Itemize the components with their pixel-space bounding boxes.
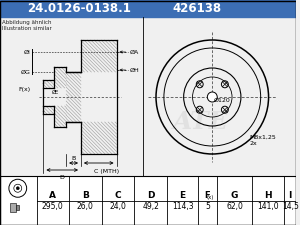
Text: D: D [60,175,64,180]
Text: C (MTH): C (MTH) [94,169,119,174]
Text: ØH: ØH [129,68,139,72]
Text: 5: 5 [206,202,210,211]
Text: 24,0: 24,0 [110,202,126,211]
Bar [0,17,296,176]
Text: I: I [289,191,292,200]
Text: A: A [49,191,56,200]
Text: H: H [264,191,272,200]
Text: C: C [115,191,121,200]
Text: ØE: ØE [52,90,59,95]
Text: ØG: ØG [21,70,31,74]
Text: G: G [231,191,238,200]
Text: 295,0: 295,0 [42,202,64,211]
Text: Abbildung ähnlich: Abbildung ähnlich [2,20,52,25]
Bar [10,202,16,211]
Text: M8x1,25
2x: M8x1,25 2x [250,135,277,146]
Text: ØA: ØA [129,50,139,54]
Text: (x): (x) [207,194,214,200]
Bar [16,205,19,209]
Text: ØI: ØI [24,50,31,54]
Text: F(x): F(x) [19,88,31,92]
Bar [0,0,296,17]
Bar [0,176,296,225]
Text: 49,2: 49,2 [142,202,159,211]
Text: F: F [204,191,210,200]
Circle shape [207,92,217,102]
Circle shape [16,187,19,190]
Text: 426138: 426138 [173,2,222,15]
Text: Illustration similar: Illustration similar [2,26,52,31]
Text: 26,0: 26,0 [77,202,94,211]
Text: B: B [82,191,89,200]
Text: 141,0: 141,0 [257,202,279,211]
Text: 14,5: 14,5 [282,202,299,211]
Text: B: B [71,156,76,161]
Text: E: E [180,191,186,200]
Text: 62,0: 62,0 [226,202,243,211]
Text: 24.0126-0138.1: 24.0126-0138.1 [27,2,131,15]
Text: 114,3: 114,3 [172,202,194,211]
Text: Ø120: Ø120 [213,98,230,103]
Text: ATE: ATE [172,110,228,134]
Text: D: D [147,191,154,200]
